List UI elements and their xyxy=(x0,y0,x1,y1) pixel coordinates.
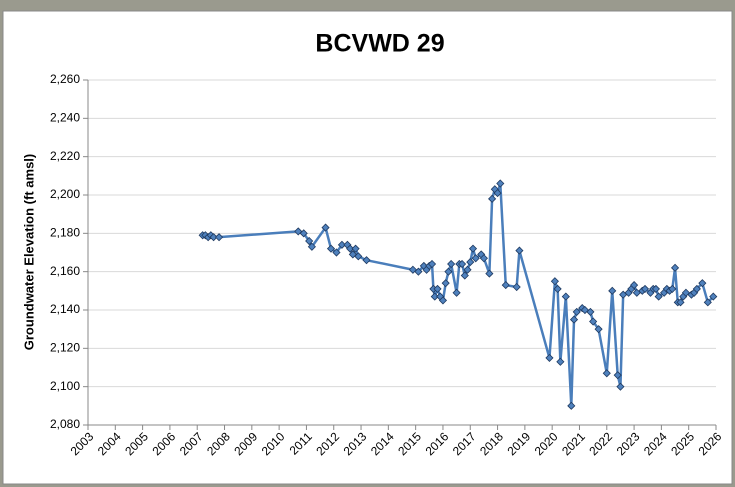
y-tick-label: 2,220 xyxy=(50,149,80,163)
y-axis-label: Groundwater Elevation (ft amsl) xyxy=(21,154,36,350)
y-tick-label: 2,240 xyxy=(50,111,80,125)
chart: BCVWD 29 Groundwater Elevation (ft amsl)… xyxy=(0,0,735,487)
y-tick-label: 2,140 xyxy=(50,302,80,316)
chart-title: BCVWD 29 xyxy=(315,30,444,58)
y-tick-label: 2,100 xyxy=(50,379,80,393)
chart-frame xyxy=(3,11,732,484)
y-tick-label: 2,120 xyxy=(50,341,80,355)
y-tick-label: 2,160 xyxy=(50,264,80,278)
y-tick-label: 2,080 xyxy=(50,417,80,431)
y-tick-label: 2,260 xyxy=(50,72,80,86)
y-tick-label: 2,200 xyxy=(50,187,80,201)
y-tick-label: 2,180 xyxy=(50,226,80,240)
